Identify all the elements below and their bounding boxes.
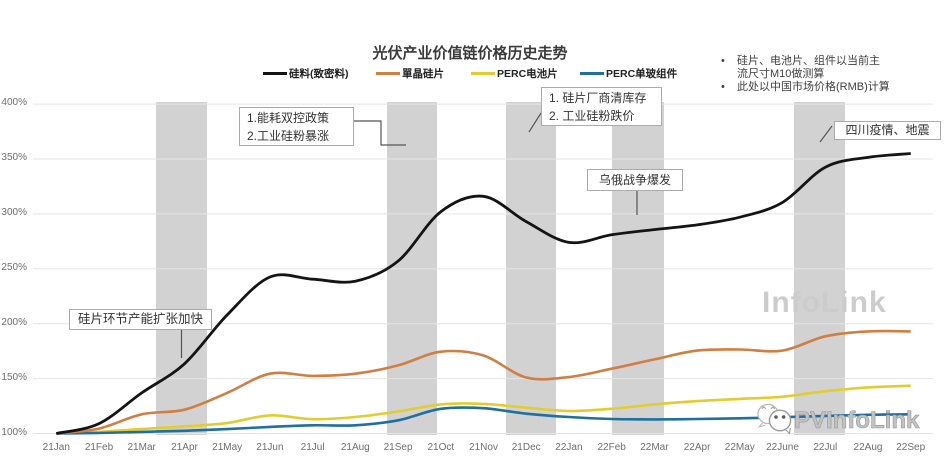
svg-text:InfoLink: InfoLink <box>762 286 887 319</box>
svg-text:PVInfoLink: PVInfoLink <box>794 407 920 434</box>
